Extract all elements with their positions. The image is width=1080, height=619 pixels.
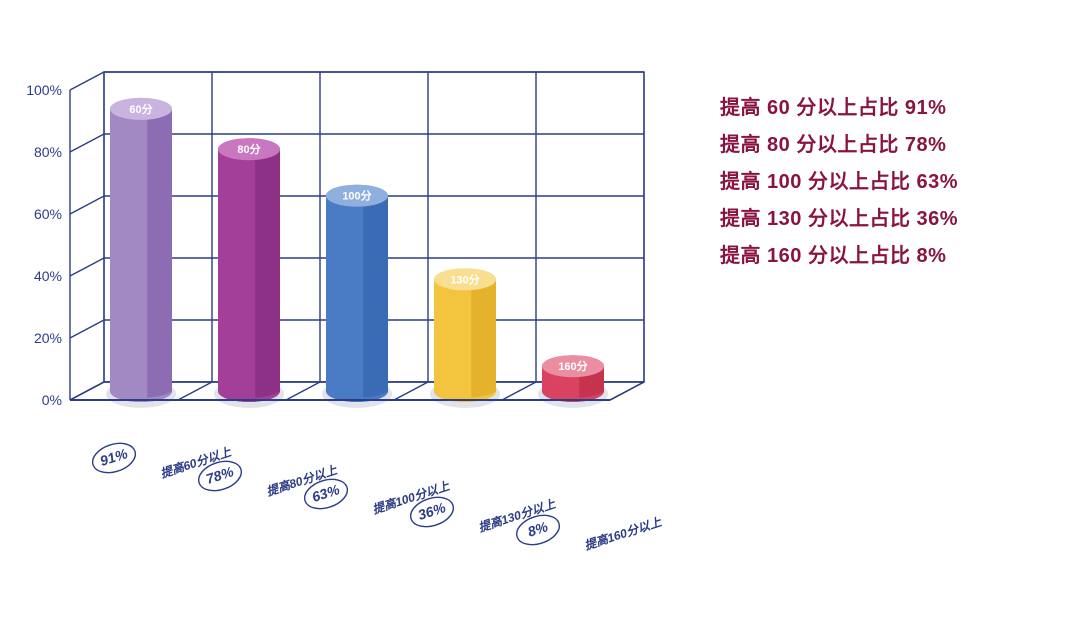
svg-text:60%: 60% [34,206,62,222]
svg-text:80%: 80% [34,144,62,160]
svg-text:0%: 0% [42,392,62,408]
cylinder-bar-chart: 0%20%40%60%80%100%60分91%提高60分以上80分78%提高8… [0,0,720,619]
svg-text:提高160分以上: 提高160分以上 [583,515,664,553]
legend-line: 提高 60 分以上占比 91% [720,90,1060,127]
legend-line: 提高 160 分以上占比 8% [720,238,1060,275]
legend-line: 提高 100 分以上占比 63% [720,164,1060,201]
svg-text:20%: 20% [34,330,62,346]
stage: 0%20%40%60%80%100%60分91%提高60分以上80分78%提高8… [0,0,1080,619]
svg-text:160分: 160分 [558,359,587,373]
legend-line: 提高 80 分以上占比 78% [720,127,1060,164]
legend-panel: 提高 60 分以上占比 91% 提高 80 分以上占比 78% 提高 100 分… [720,90,1060,275]
svg-text:80分: 80分 [237,142,260,156]
svg-text:60分: 60分 [129,102,152,116]
legend-line: 提高 130 分以上占比 36% [720,201,1060,238]
svg-text:40%: 40% [34,268,62,284]
svg-text:100分: 100分 [342,189,371,203]
svg-text:130分: 130分 [450,272,479,286]
svg-text:100%: 100% [26,82,62,98]
